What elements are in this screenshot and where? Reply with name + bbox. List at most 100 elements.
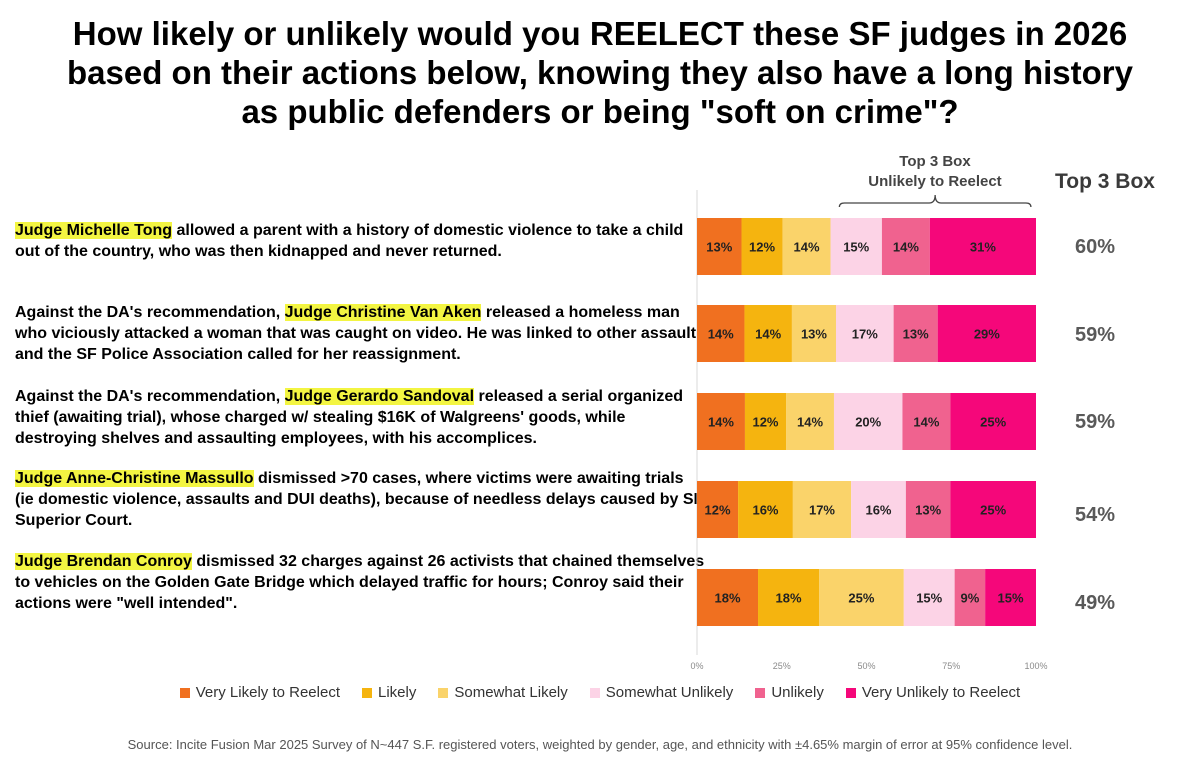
bar-segment — [902, 393, 951, 450]
bar-segment — [893, 305, 938, 362]
row-post-text: released a serial organized thief (await… — [15, 388, 684, 447]
bar-segment — [830, 218, 882, 275]
legend-swatch — [755, 687, 766, 698]
bar-data-label: 14% — [913, 415, 939, 430]
legend-item: Somewhat Unlikely — [589, 684, 734, 701]
bar-segment — [697, 481, 739, 538]
bar-segment — [950, 393, 1036, 450]
stacked-bar-chart: 0% 25% 50% 75% 100% 13% 12% 14% 15% 14% 31% 14% 14% 1… — [690, 190, 1048, 671]
bar-segment — [819, 569, 904, 626]
bar-segment — [697, 305, 745, 362]
legend-item: Very Unlikely to Reelect — [845, 684, 1021, 701]
top3-box-header: Top 3 Box — [1055, 170, 1155, 193]
bracket-label-line-2: Unlikely to Reelect — [868, 173, 1002, 190]
row-description-2: Against the DA's recommendation, Judge C… — [15, 302, 705, 365]
title-line-2: based on their actions below, knowing th… — [67, 54, 1133, 91]
x-tick-label: 50% — [857, 661, 875, 671]
bar-data-label: 14% — [708, 327, 734, 342]
bar-segment — [791, 305, 836, 362]
bar-segment — [758, 569, 820, 626]
legend-label: Very Likely to Reelect — [195, 684, 340, 701]
row-description-5: Judge Brendan Conroy dismissed 32 charge… — [15, 551, 705, 614]
bar-data-label: 14% — [755, 327, 781, 342]
legend-item: Very Likely to Reelect — [179, 684, 340, 701]
top3-value: 49% — [1074, 592, 1116, 614]
bar-data-label: 17% — [809, 503, 835, 518]
top3-value: 60% — [1074, 236, 1116, 258]
bar-segment — [881, 218, 930, 275]
row-pre-text: Against the DA's recommendation, — [15, 388, 285, 405]
bar-segment — [937, 305, 1036, 362]
bar-segment — [792, 481, 852, 538]
bar-segment — [954, 569, 986, 626]
bar-segment — [905, 481, 951, 538]
title-line-3: as public defenders or being "soft on cr… — [241, 93, 959, 130]
bar-segment — [786, 393, 834, 450]
bar-segment — [738, 481, 793, 538]
bar-data-label: 18% — [776, 591, 802, 606]
bar-data-label: 15% — [843, 240, 869, 255]
bar-data-label: 29% — [974, 327, 1000, 342]
bar-data-label: 14% — [794, 240, 820, 255]
bar-data-label: 12% — [705, 503, 731, 518]
judge-name-highlight: Judge Christine Van Aken — [284, 304, 482, 321]
bar-segment — [697, 569, 759, 626]
x-tick-label: 0% — [690, 661, 703, 671]
top3-bracket — [838, 194, 1032, 208]
bar-data-label: 31% — [970, 240, 996, 255]
row-description-4: Judge Anne-Christine Massullo dismissed … — [15, 468, 705, 531]
legend-label: Somewhat Unlikely — [605, 684, 734, 701]
bar-data-label: 12% — [752, 415, 778, 430]
bar-data-label: 14% — [708, 415, 734, 430]
bar-segment — [851, 481, 906, 538]
bar-segment — [950, 481, 1036, 538]
bar-segment — [697, 218, 742, 275]
bar-data-label: 12% — [749, 240, 775, 255]
bar-segment — [835, 305, 894, 362]
bar-segment — [697, 393, 745, 450]
legend-label: Very Unlikely to Reelect — [861, 684, 1021, 701]
bar-segment — [929, 218, 1036, 275]
legend-swatch — [845, 687, 856, 698]
bar-data-label: 13% — [903, 327, 929, 342]
bar-segment — [744, 393, 787, 450]
bar-data-label: 14% — [797, 415, 823, 430]
legend-label: Likely — [378, 684, 417, 701]
legend-item: Somewhat Likely — [438, 684, 568, 701]
row-description-3: Against the DA's recommendation, Judge G… — [15, 386, 705, 449]
x-tick-label: 100% — [1024, 661, 1047, 671]
row-pre-text: Against the DA's recommendation, — [15, 304, 285, 321]
top3-unlikely-bracket-label: Top 3 Box Unlikely to Reelect — [845, 152, 1025, 192]
legend-swatch — [362, 687, 372, 698]
row-post-text: allowed a parent with a history of domes… — [15, 222, 684, 260]
row-post-text: released a homeless man who viciously at… — [15, 304, 705, 363]
source-note: Source: Incite Fusion Mar 2025 Survey of… — [127, 737, 1073, 752]
legend-item: Likely — [362, 684, 416, 701]
bracket-label-line-1: Top 3 Box — [899, 153, 971, 170]
legend-swatch — [438, 687, 449, 698]
judge-name-highlight: Judge Michelle Tong — [15, 222, 173, 239]
bar-segment — [744, 305, 792, 362]
legend-item: Unlikely — [755, 684, 824, 701]
row-post-text: dismissed >70 cases, where victims were … — [15, 470, 704, 529]
top3-value: 54% — [1074, 504, 1116, 526]
legend-label: Somewhat Likely — [454, 684, 568, 701]
bar-data-label: 16% — [865, 503, 891, 518]
bar-segment — [833, 393, 903, 450]
top3-value: 59% — [1074, 411, 1116, 433]
x-tick-label: 75% — [942, 661, 960, 671]
judge-name-highlight: Judge Anne-Christine Massullo — [15, 470, 254, 487]
judge-name-highlight: Judge Gerardo Sandoval — [284, 388, 475, 405]
bar-data-label: 9% — [960, 591, 979, 606]
legend-swatch — [589, 687, 600, 698]
row-description-1: Judge Michelle Tong allowed a parent wit… — [15, 220, 705, 262]
bar-data-label: 17% — [852, 327, 878, 342]
bar-data-label: 25% — [848, 591, 874, 606]
bar-data-label: 16% — [752, 503, 778, 518]
judge-name-highlight: Judge Brendan Conroy — [15, 553, 192, 570]
bar-data-label: 18% — [714, 591, 740, 606]
bar-data-label: 14% — [893, 240, 919, 255]
bar-data-label: 25% — [980, 415, 1006, 430]
bar-data-label: 13% — [801, 327, 827, 342]
bar-data-label: 15% — [916, 591, 942, 606]
